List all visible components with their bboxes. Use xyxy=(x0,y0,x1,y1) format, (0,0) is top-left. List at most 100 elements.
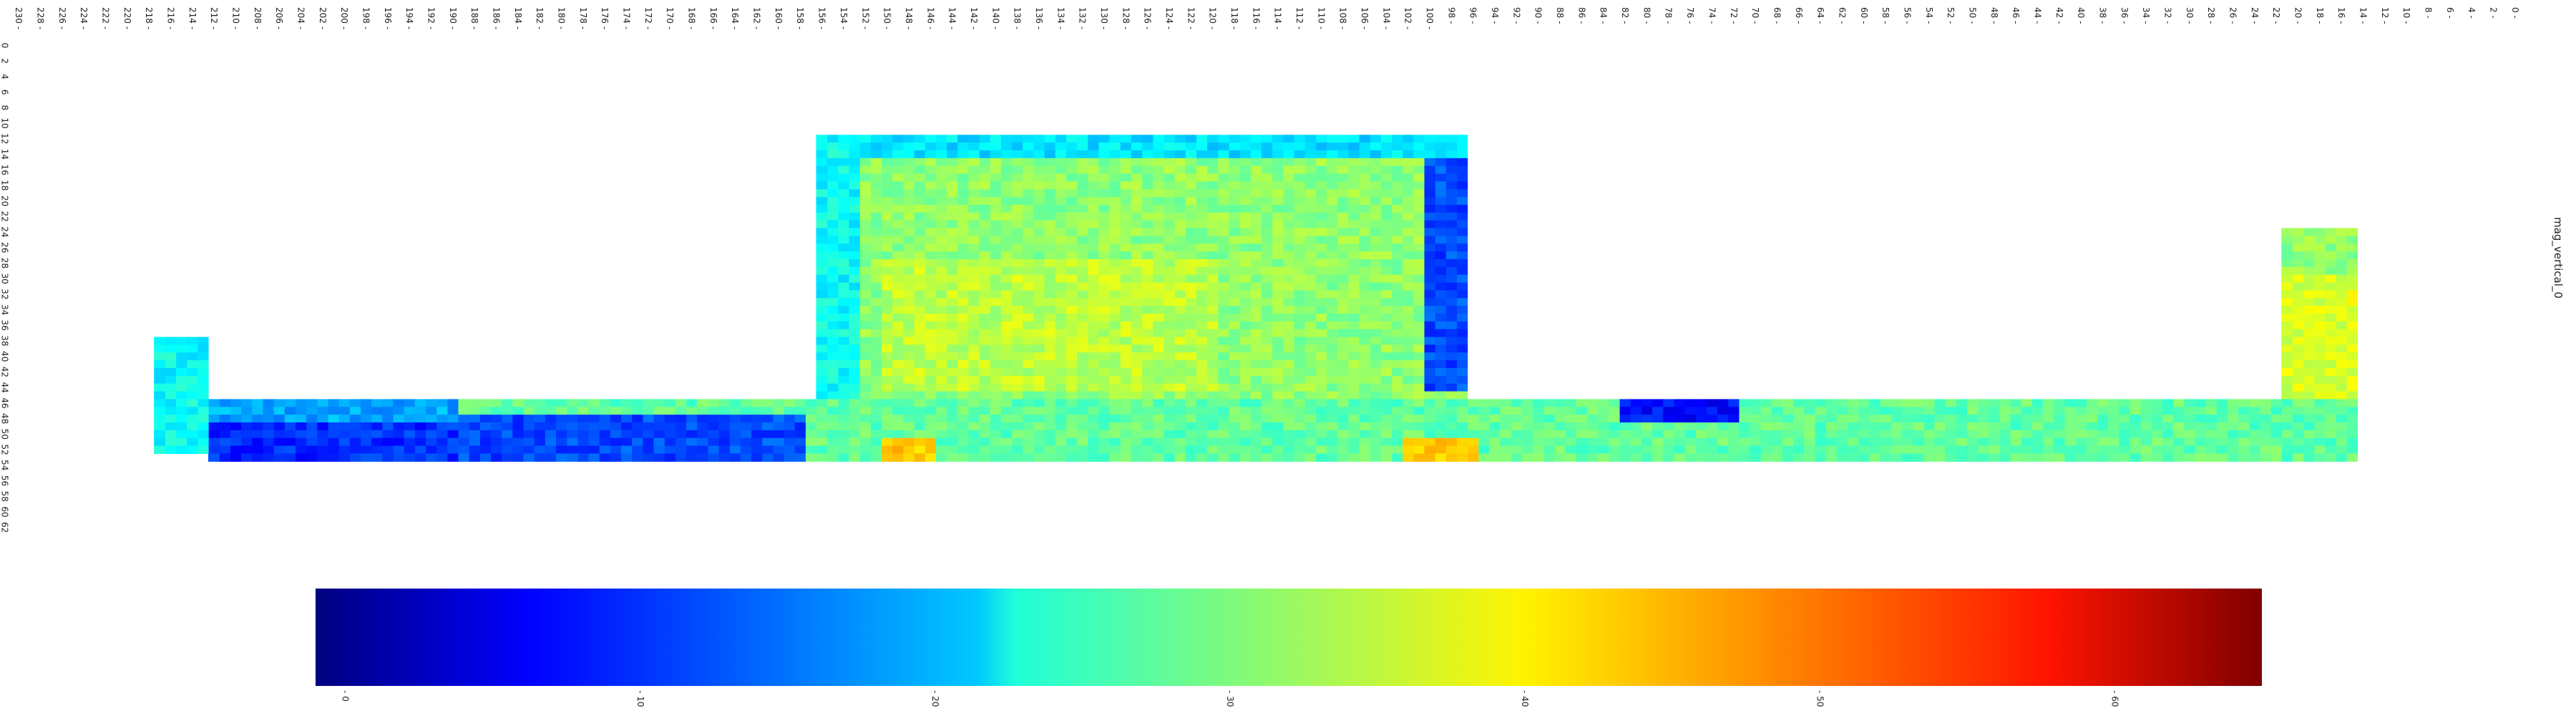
heatmap-cell xyxy=(2151,399,2163,407)
heatmap-cell xyxy=(826,236,839,244)
heatmap-cell xyxy=(1304,298,1316,306)
heatmap-cell xyxy=(2346,290,2358,299)
heatmap-cell xyxy=(1120,189,1131,198)
heatmap-cell xyxy=(295,407,307,415)
heatmap-cell xyxy=(2162,422,2174,431)
heatmap-cell xyxy=(2292,228,2304,237)
heatmap-cell xyxy=(707,399,719,407)
x-tick-label: 92 - xyxy=(1511,7,1521,24)
heatmap-cell xyxy=(1131,337,1143,346)
heatmap-cell xyxy=(2053,399,2065,407)
heatmap-cell xyxy=(1380,445,1392,455)
heatmap-cell xyxy=(859,220,871,229)
heatmap-cell xyxy=(881,228,893,237)
heatmap-cell xyxy=(990,282,1001,291)
heatmap-cell xyxy=(718,407,730,415)
heatmap-cell xyxy=(284,407,296,415)
heatmap-cell xyxy=(1423,445,1435,455)
heatmap-cell xyxy=(1217,337,1229,346)
heatmap-cell xyxy=(1065,236,1078,244)
heatmap-cell xyxy=(1358,142,1370,151)
heatmap-cell xyxy=(1120,407,1131,415)
heatmap-cell xyxy=(2281,437,2293,447)
heatmap-cell xyxy=(1120,430,1131,439)
heatmap-cell xyxy=(2216,430,2228,439)
heatmap-cell xyxy=(1445,266,1458,276)
heatmap-cell xyxy=(642,422,654,431)
heatmap-cell xyxy=(1836,430,1848,439)
x-tick-label: 196 - xyxy=(383,7,393,29)
heatmap-cell xyxy=(208,399,220,407)
heatmap-cell xyxy=(914,150,925,159)
heatmap-cell xyxy=(1055,321,1066,330)
heatmap-cell xyxy=(1706,437,1718,447)
heatmap-cell xyxy=(1358,368,1370,377)
heatmap-cell xyxy=(1576,415,1588,423)
heatmap-cell xyxy=(1337,243,1349,252)
heatmap-cell xyxy=(1206,135,1219,143)
heatmap-cell xyxy=(1239,430,1251,439)
heatmap-cell xyxy=(849,282,860,291)
heatmap-cell xyxy=(501,430,513,439)
heatmap-cell xyxy=(990,142,1001,151)
heatmap-cell xyxy=(2031,430,2044,439)
heatmap-cell xyxy=(1293,352,1305,361)
heatmap-cell xyxy=(175,391,187,400)
heatmap-cell xyxy=(2107,415,2119,423)
heatmap-cell xyxy=(1413,282,1425,291)
heatmap-cell xyxy=(447,437,459,447)
heatmap-cell xyxy=(1467,415,1479,423)
heatmap-cell xyxy=(826,298,839,306)
heatmap-cell xyxy=(175,430,187,439)
heatmap-cell xyxy=(1217,282,1229,291)
heatmap-cell xyxy=(837,329,849,338)
heatmap-cell xyxy=(534,445,545,455)
heatmap-cell xyxy=(1282,337,1294,346)
heatmap-cell xyxy=(1228,158,1240,167)
heatmap-cell xyxy=(1380,282,1392,291)
heatmap-cell xyxy=(935,391,947,400)
heatmap-cell xyxy=(545,453,557,462)
heatmap-cell xyxy=(1174,437,1186,447)
heatmap-cell xyxy=(1152,282,1164,291)
heatmap-cell xyxy=(837,158,849,167)
heatmap-cell xyxy=(186,368,198,377)
heatmap-cell xyxy=(902,165,914,175)
x-tick-label: 80 - xyxy=(1641,7,1652,24)
heatmap-cell xyxy=(1033,197,1045,205)
heatmap-cell xyxy=(1988,430,2000,439)
heatmap-cell xyxy=(1293,135,1305,143)
heatmap-cell xyxy=(1326,383,1338,392)
heatmap-cell xyxy=(946,344,958,353)
heatmap-cell xyxy=(1370,142,1381,151)
heatmap-cell xyxy=(1435,352,1446,361)
heatmap-cell xyxy=(914,337,925,346)
x-tick-label: 180 - xyxy=(557,7,567,29)
heatmap-cell xyxy=(1282,360,1294,369)
heatmap-cell xyxy=(1933,437,1946,447)
heatmap-cell xyxy=(1228,407,1240,415)
heatmap-cell xyxy=(1435,236,1446,244)
heatmap-cell xyxy=(1402,352,1414,361)
heatmap-cell xyxy=(826,243,839,252)
heatmap-cell xyxy=(1337,415,1349,423)
heatmap-cell xyxy=(534,399,545,407)
heatmap-cell xyxy=(924,383,936,392)
heatmap-cell xyxy=(1423,259,1435,268)
heatmap-cell xyxy=(1087,274,1099,284)
heatmap-cell xyxy=(1065,391,1078,400)
heatmap-cell xyxy=(165,368,177,377)
heatmap-cell xyxy=(1304,422,1316,431)
heatmap-cell xyxy=(371,415,383,423)
heatmap-cell xyxy=(1304,274,1316,284)
heatmap-cell xyxy=(1282,259,1294,268)
heatmap-cell xyxy=(2346,445,2358,455)
heatmap-cell xyxy=(1337,422,1349,431)
heatmap-cell xyxy=(1217,422,1229,431)
heatmap-cell xyxy=(1131,243,1143,252)
heatmap-cell xyxy=(1228,205,1240,213)
heatmap-cell xyxy=(1901,445,1913,455)
heatmap-cell xyxy=(1304,220,1316,229)
heatmap-cell xyxy=(729,407,741,415)
heatmap-cell xyxy=(1239,165,1251,175)
